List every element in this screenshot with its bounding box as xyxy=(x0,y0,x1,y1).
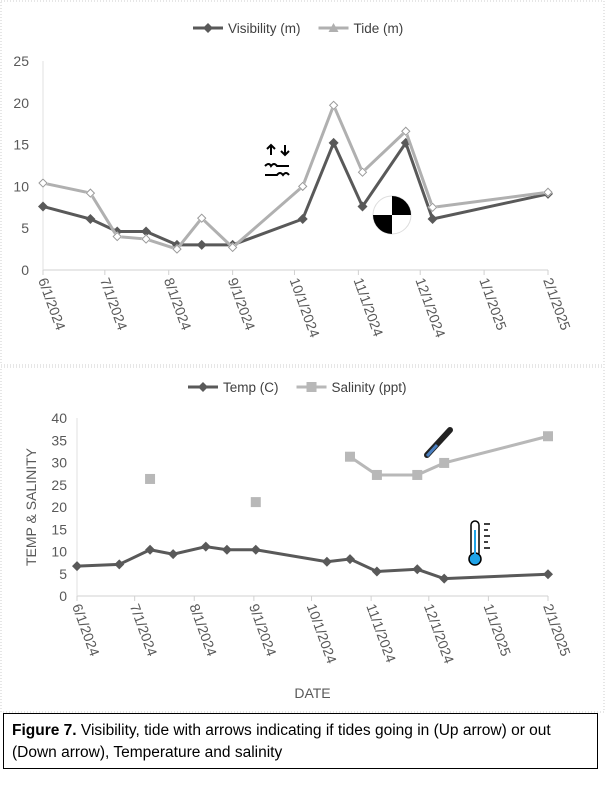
data-point xyxy=(328,137,339,148)
data-point xyxy=(196,239,207,250)
legend-label: Temp (C) xyxy=(223,380,279,395)
x-tick-label: 7/1/2024 xyxy=(97,276,131,333)
x-tick-label: 12/1/2024 xyxy=(421,602,457,666)
data-point xyxy=(250,497,261,508)
data-point xyxy=(371,469,382,480)
waves-icon xyxy=(264,163,290,177)
thermometer-scale xyxy=(484,523,490,549)
data-point xyxy=(439,573,450,584)
x-tick-label: 10/1/2024 xyxy=(287,276,323,340)
data-point xyxy=(250,544,261,555)
y-tick-label: 10 xyxy=(13,178,29,194)
y-tick-label: 15 xyxy=(13,137,29,153)
data-point xyxy=(371,566,382,577)
y-tick-label: 25 xyxy=(13,53,29,69)
tide-arrows-icon xyxy=(266,143,290,157)
x-tick-label: 2/1/2025 xyxy=(540,602,574,659)
y-tick-label: 15 xyxy=(51,521,67,537)
data-point xyxy=(221,544,232,555)
x-tick-label: 12/1/2024 xyxy=(412,276,448,340)
x-tick-label: 10/1/2024 xyxy=(304,602,340,666)
legend-marker xyxy=(198,382,208,392)
data-point xyxy=(543,187,553,197)
x-tick-label: 11/1/2024 xyxy=(351,276,387,339)
y-tick-label: 5 xyxy=(21,220,29,236)
data-point xyxy=(357,167,368,177)
legend-marker xyxy=(203,23,213,33)
data-point xyxy=(141,234,151,244)
data-point xyxy=(321,556,332,567)
y-axis-title: TEMP & SALINITY xyxy=(23,447,39,566)
data-point xyxy=(200,541,211,552)
x-tick-label: 1/1/2025 xyxy=(476,276,510,333)
x-tick-label: 7/1/2024 xyxy=(127,602,161,659)
x-tick-label: 8/1/2024 xyxy=(161,276,195,333)
y-tick-label: 30 xyxy=(51,455,67,471)
data-point xyxy=(112,231,122,242)
data-point xyxy=(344,451,355,462)
data-point xyxy=(38,201,48,212)
data-point xyxy=(145,544,156,555)
data-point xyxy=(141,226,152,237)
data-point xyxy=(197,213,207,223)
y-tick-label: 0 xyxy=(59,588,67,604)
refractometer-prism xyxy=(425,443,439,458)
y-tick-label: 40 xyxy=(51,410,67,426)
data-point xyxy=(427,202,438,213)
x-tick-label: 9/1/2024 xyxy=(246,602,280,659)
legend-marker xyxy=(328,23,339,32)
data-point xyxy=(38,178,48,188)
x-tick-label: 6/1/2024 xyxy=(35,276,69,333)
data-point xyxy=(543,431,553,442)
data-point xyxy=(344,554,355,565)
data-point xyxy=(85,188,96,198)
data-point xyxy=(72,561,82,572)
x-axis-title: DATE xyxy=(294,685,330,701)
x-tick-label: 2/1/2025 xyxy=(540,276,574,333)
chart-frame-bottom xyxy=(0,366,605,713)
y-tick-label: 25 xyxy=(51,477,67,493)
caption-text: Visibility, tide with arrows indicating … xyxy=(12,722,551,761)
secchi-disk-quadrants xyxy=(373,196,411,234)
data-point xyxy=(439,457,450,468)
data-point xyxy=(412,564,423,575)
data-point xyxy=(297,214,308,225)
chart-frame-top xyxy=(0,0,605,366)
data-point xyxy=(401,126,411,136)
data-point xyxy=(543,569,553,580)
y-tick-label: 5 xyxy=(59,566,67,582)
legend-label: Tide (m) xyxy=(354,21,404,36)
data-point xyxy=(145,473,156,484)
x-tick-label: 11/1/2024 xyxy=(363,602,399,665)
data-point xyxy=(298,181,308,192)
y-tick-label: 0 xyxy=(21,262,29,278)
data-point xyxy=(427,214,438,225)
series-line-1 xyxy=(42,101,549,251)
y-tick-label: 20 xyxy=(13,95,29,111)
x-tick-label: 8/1/2024 xyxy=(186,602,220,659)
x-tick-label: 1/1/2025 xyxy=(481,602,515,659)
data-point xyxy=(85,214,96,225)
caption-label: Figure 7. xyxy=(12,722,77,739)
series-line-1 xyxy=(349,434,549,477)
y-tick-label: 35 xyxy=(51,432,67,448)
legend-label: Salinity (ppt) xyxy=(332,380,407,395)
data-point xyxy=(328,100,339,111)
data-point xyxy=(357,201,368,212)
legend-marker xyxy=(306,382,317,392)
legend-label: Visibility (m) xyxy=(228,21,301,36)
y-tick-label: 20 xyxy=(51,499,67,515)
y-tick-label: 10 xyxy=(51,544,67,560)
x-tick-label: 9/1/2024 xyxy=(225,276,259,333)
data-point xyxy=(172,244,182,254)
data-point xyxy=(227,242,238,253)
data-point xyxy=(168,549,179,560)
data-point xyxy=(412,469,423,480)
x-tick-label: 6/1/2024 xyxy=(69,602,103,659)
data-point xyxy=(114,559,125,570)
figure-caption: Figure 7. Visibility, tide with arrows i… xyxy=(3,713,598,769)
